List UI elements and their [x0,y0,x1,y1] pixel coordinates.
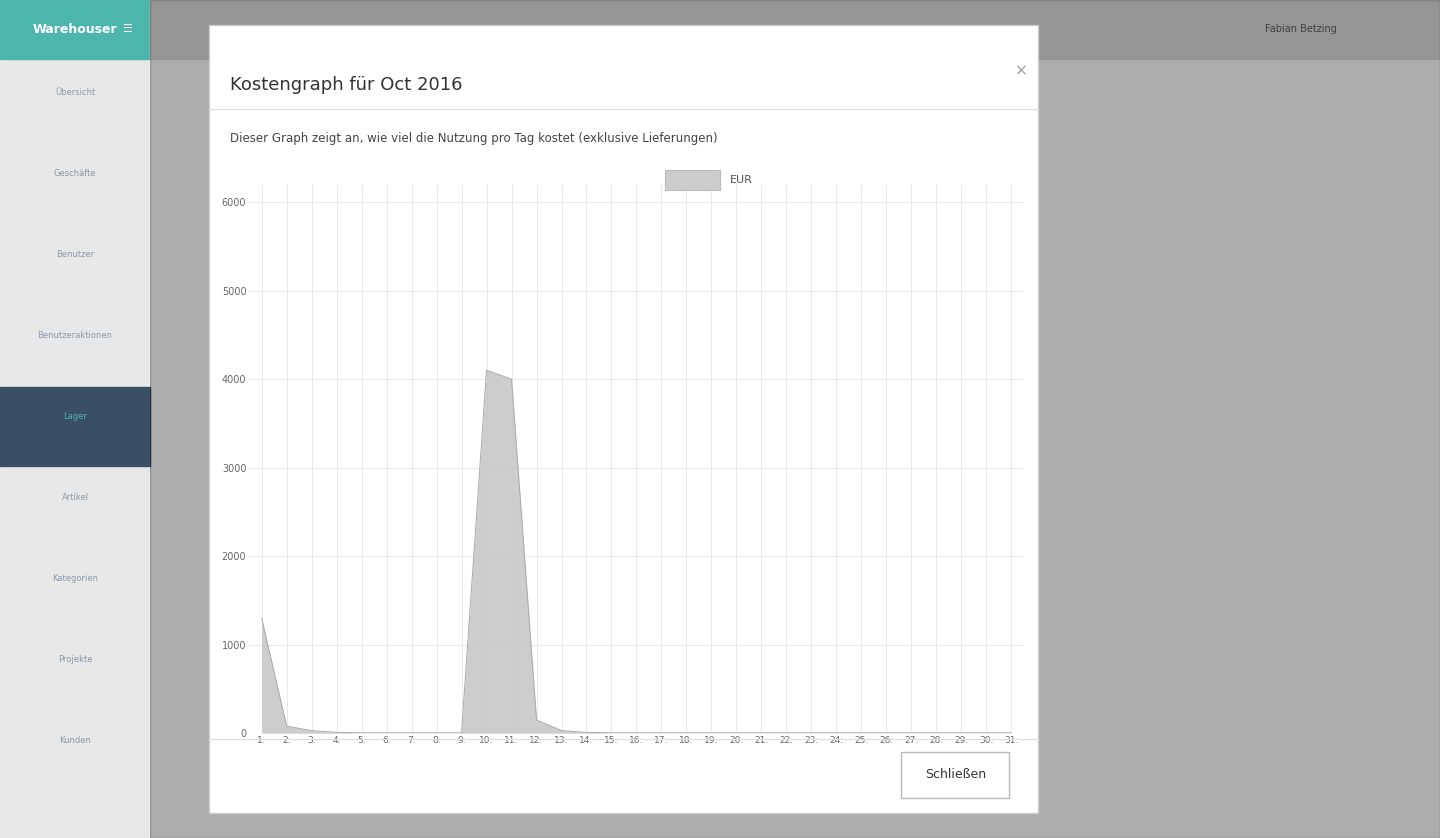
Text: Übersicht: Übersicht [55,88,95,96]
Text: Warehouser: Warehouser [33,23,117,36]
Text: Kunden: Kunden [59,736,91,745]
Text: Fabian Betzing: Fabian Betzing [1264,24,1336,34]
Text: Kostengraph für Oct 2016: Kostengraph für Oct 2016 [230,76,462,95]
Text: ☰: ☰ [122,24,132,34]
Bar [0,387,150,467]
Bar [0,0,150,59]
Text: Geschäfte: Geschäfte [53,168,96,178]
Text: Benutzeraktionen: Benutzeraktionen [37,331,112,339]
Text: Dieser Graph zeigt an, wie viel die Nutzung pro Tag kostet (exklusive Lieferunge: Dieser Graph zeigt an, wie viel die Nutz… [230,132,719,145]
Text: Kategorien: Kategorien [52,574,98,582]
Text: EUR: EUR [730,175,753,185]
Text: Schließen: Schließen [924,768,986,781]
Text: Projekte: Projekte [58,654,92,664]
Text: Benutzer: Benutzer [56,250,94,259]
Text: ×: × [1015,64,1027,79]
Text: Lager: Lager [63,411,86,421]
Text: Artikel: Artikel [62,493,89,502]
Bar [150,0,1440,59]
